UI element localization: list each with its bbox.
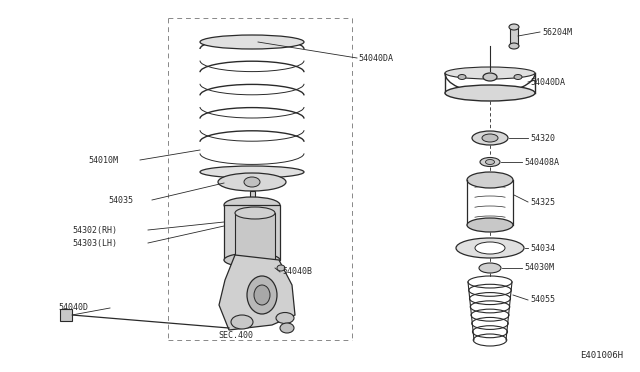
Ellipse shape (224, 197, 280, 213)
Text: SEC.400: SEC.400 (218, 331, 253, 340)
Text: 54034: 54034 (530, 244, 555, 253)
Ellipse shape (280, 323, 294, 333)
Ellipse shape (200, 166, 304, 178)
Ellipse shape (486, 160, 495, 164)
Ellipse shape (244, 177, 260, 187)
Text: 54010M: 54010M (88, 155, 118, 164)
Text: 54302(RH): 54302(RH) (72, 225, 117, 234)
Ellipse shape (467, 172, 513, 188)
Text: 54040B: 54040B (282, 267, 312, 276)
Ellipse shape (472, 131, 508, 145)
Ellipse shape (235, 207, 275, 219)
Ellipse shape (445, 85, 535, 101)
Text: 54040DA: 54040DA (358, 54, 393, 62)
Bar (60, 309, 72, 321)
Ellipse shape (458, 74, 466, 80)
Ellipse shape (231, 315, 253, 329)
Text: 54030M: 54030M (524, 263, 554, 273)
Ellipse shape (277, 265, 285, 271)
Bar (235, 213, 275, 300)
Ellipse shape (482, 134, 498, 142)
Text: 54303(LH): 54303(LH) (72, 238, 117, 247)
Ellipse shape (445, 67, 535, 79)
Text: 54040D: 54040D (58, 304, 88, 312)
Text: E401006H: E401006H (580, 350, 623, 359)
Ellipse shape (218, 173, 286, 191)
Text: 54325: 54325 (530, 198, 555, 206)
Ellipse shape (254, 285, 270, 305)
Ellipse shape (224, 253, 280, 267)
Ellipse shape (479, 263, 501, 273)
Ellipse shape (235, 295, 275, 305)
Ellipse shape (509, 24, 519, 30)
Ellipse shape (514, 74, 522, 80)
Ellipse shape (483, 73, 497, 81)
Ellipse shape (200, 35, 304, 49)
Ellipse shape (509, 43, 519, 49)
Text: 56204M: 56204M (542, 28, 572, 36)
Text: 54035: 54035 (108, 196, 133, 205)
Bar (510, 28, 518, 46)
Bar (224, 205, 280, 260)
Ellipse shape (276, 312, 294, 324)
Bar (250, 191, 255, 205)
Text: 54055: 54055 (530, 295, 555, 305)
Text: 54320: 54320 (530, 134, 555, 142)
Polygon shape (219, 255, 295, 330)
Ellipse shape (247, 276, 277, 314)
Text: 54040DA: 54040DA (530, 77, 565, 87)
Ellipse shape (480, 157, 500, 167)
Text: 540408A: 540408A (524, 157, 559, 167)
Ellipse shape (467, 218, 513, 232)
Ellipse shape (456, 238, 524, 258)
Ellipse shape (475, 242, 505, 254)
